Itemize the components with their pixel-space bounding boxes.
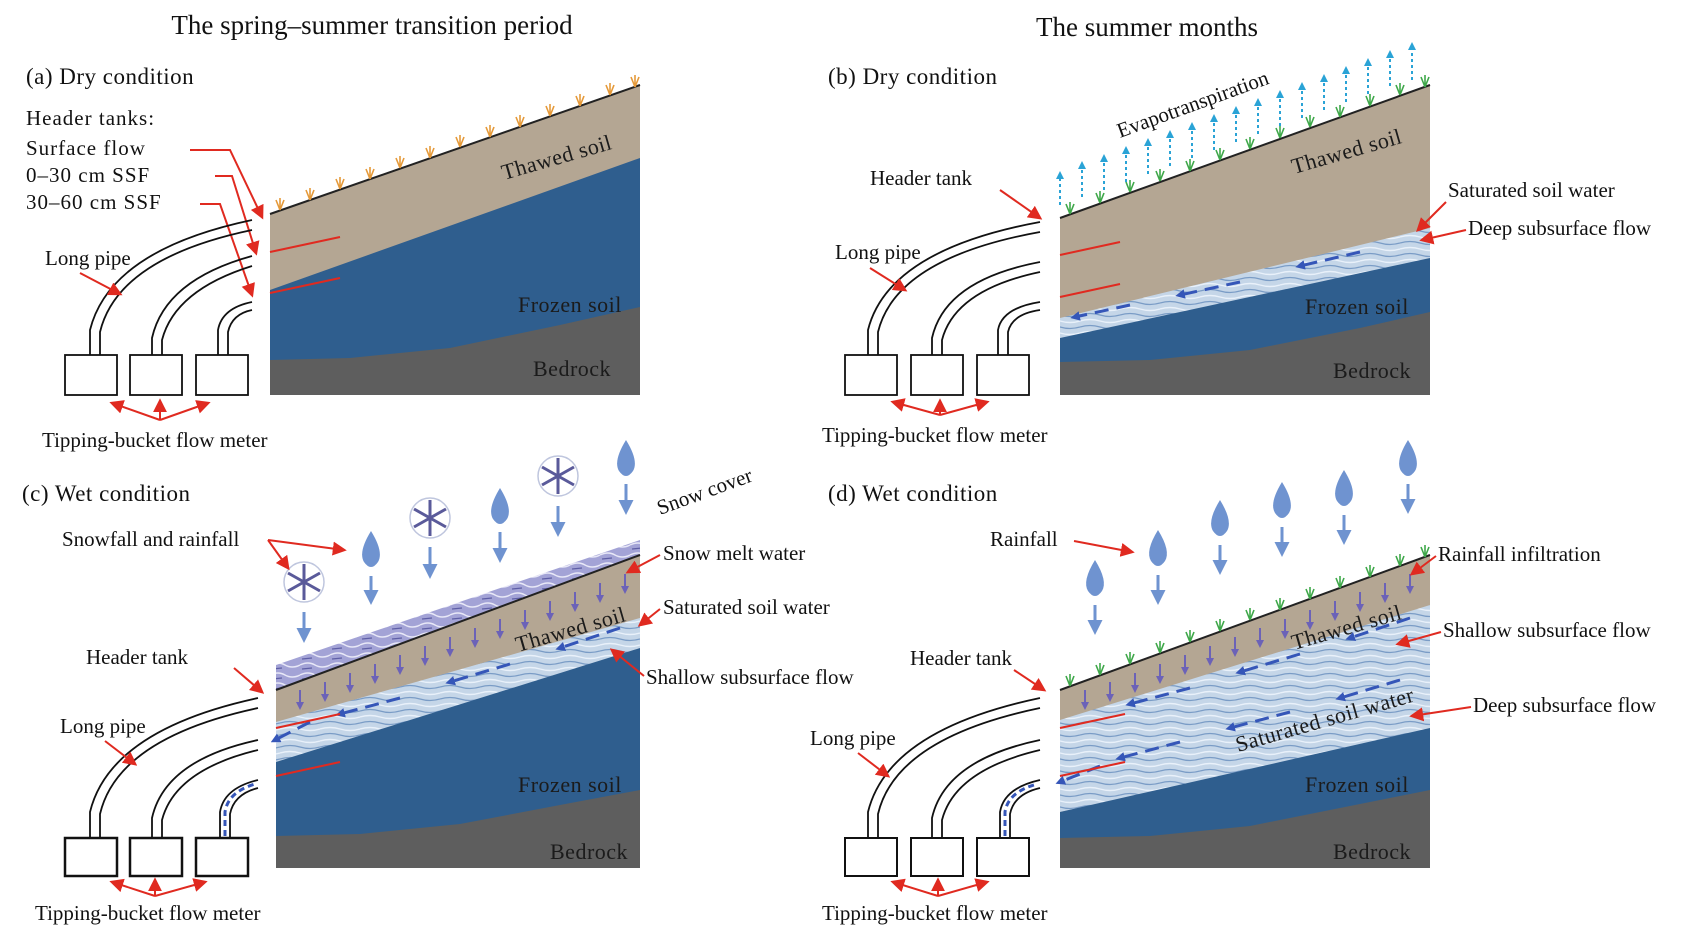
frozen-soil-label: Frozen soil [1305,772,1409,797]
flow-meter-box [129,354,183,396]
header-tank-label: Header tank [86,645,189,669]
green-grass [1065,545,1430,687]
long-pipe-label: Long pipe [45,246,131,270]
precipitation-arrows [1087,484,1416,635]
panel-d-title: (d) Wet condition [828,481,998,506]
panel-b: (b) Dry condition [822,42,1652,447]
precipitation-arrows [296,484,634,643]
panel-a-title: (a) Dry condition [26,64,194,89]
evapotranspiration-arrows [1056,42,1416,205]
long-pipe-label: Long pipe [835,240,921,264]
snowflake-icon [283,561,325,603]
surface-flow-label: Surface flow [26,136,146,160]
snow-cover-layer [276,540,640,690]
rainfall-infiltration-label: Rainfall infiltration [1438,542,1601,566]
flow-meter-label: Tipping-bucket flow meter [35,901,261,925]
deep-subsurface-flow-label: Deep subsurface flow [1473,693,1657,717]
bedrock-label: Bedrock [550,839,628,864]
snowfall-rainfall-label: Snowfall and rainfall [62,527,239,551]
flow-meter-box [976,837,1030,877]
long-pipes [89,219,253,355]
bedrock-label: Bedrock [1333,358,1411,383]
snow-melt-water-label: Snow melt water [663,541,805,565]
flow-meter-label: Tipping-bucket flow meter [42,428,268,452]
dry-grass [275,75,640,211]
infiltration-arrows [1081,574,1414,710]
frozen-soil-label: Frozen soil [518,292,622,317]
saturated-soil-water-layer [1060,605,1430,812]
infiltration-arrows [296,574,629,710]
bedrock-label: Bedrock [533,356,611,381]
frozen-soil-label: Frozen soil [518,772,622,797]
deep-subsurface-flow-label: Deep subsurface flow [1468,216,1652,240]
frozen-soil-label: Frozen soil [1305,294,1409,319]
left-column-title: The spring–summer transition period [171,10,573,40]
bedrock-layer [1060,312,1430,395]
raindrop-icon [1335,470,1353,506]
raindrop-icon [1273,482,1291,518]
snow-cover-label: Snow cover [654,463,756,520]
raindrop-icon [1086,560,1104,596]
long-pipe-label: Long pipe [60,714,146,738]
bedrock-layer [1060,790,1430,868]
shallow-subsurface-flow-label: Shallow subsurface flow [1443,618,1651,642]
ssf-0-30-label: 0–30 cm SSF [26,163,150,187]
raindrop-icon [1149,530,1167,566]
flow-meter-box [64,354,118,396]
flow-meter-box [195,354,249,396]
panel-b-title: (b) Dry condition [828,64,997,89]
flow-meter-box [128,836,184,878]
bedrock-layer [270,307,640,395]
header-tank-label: Header tank [870,166,973,190]
shallow-subsurface-flow-label: Shallow subsurface flow [646,665,854,689]
raindrop-icon [362,531,380,567]
flow-meter-box [844,354,898,396]
bedrock-label: Bedrock [1333,839,1411,864]
raindrop-icon [1399,440,1417,476]
long-pipes [867,221,1041,355]
raindrop-icon [1211,500,1229,536]
panel-a: (a) Dry condition Thawed soil Frozen soi… [26,64,641,452]
right-column-title: The summer months [1036,12,1258,42]
snowflake-icon [409,497,451,539]
panel-c-title: (c) Wet condition [22,481,190,506]
panel-c: (c) Wet condition [22,440,854,925]
saturated-soil-water-label: Saturated soil water [1448,178,1615,202]
green-grass [1065,75,1430,215]
flow-meter-box [910,354,964,396]
saturated-soil-water-label: Saturated soil water [663,595,830,619]
flow-meter-box [844,837,898,877]
ssf-30-60-label: 30–60 cm SSF [26,190,162,214]
flow-meter-label: Tipping-bucket flow meter [822,423,1048,447]
flow-meter-box [976,354,1030,396]
flow-meter-box [194,836,250,878]
flow-meter-box [63,836,119,878]
raindrop-icon [617,440,635,476]
flow-meter-label: Tipping-bucket flow meter [822,901,1048,925]
rainfall-label: Rainfall [990,527,1058,551]
snowflake-icon [537,455,579,497]
long-pipe-label: Long pipe [810,726,896,750]
panel-d: (d) Wet condition [810,440,1657,925]
flow-meter-box [910,837,964,877]
header-tank-label: Header tank [910,646,1013,670]
long-pipes [89,697,259,838]
bedrock-layer [276,790,640,868]
raindrop-icon [491,488,509,524]
header-tanks-label: Header tanks: [26,106,155,130]
long-pipes [867,697,1041,838]
